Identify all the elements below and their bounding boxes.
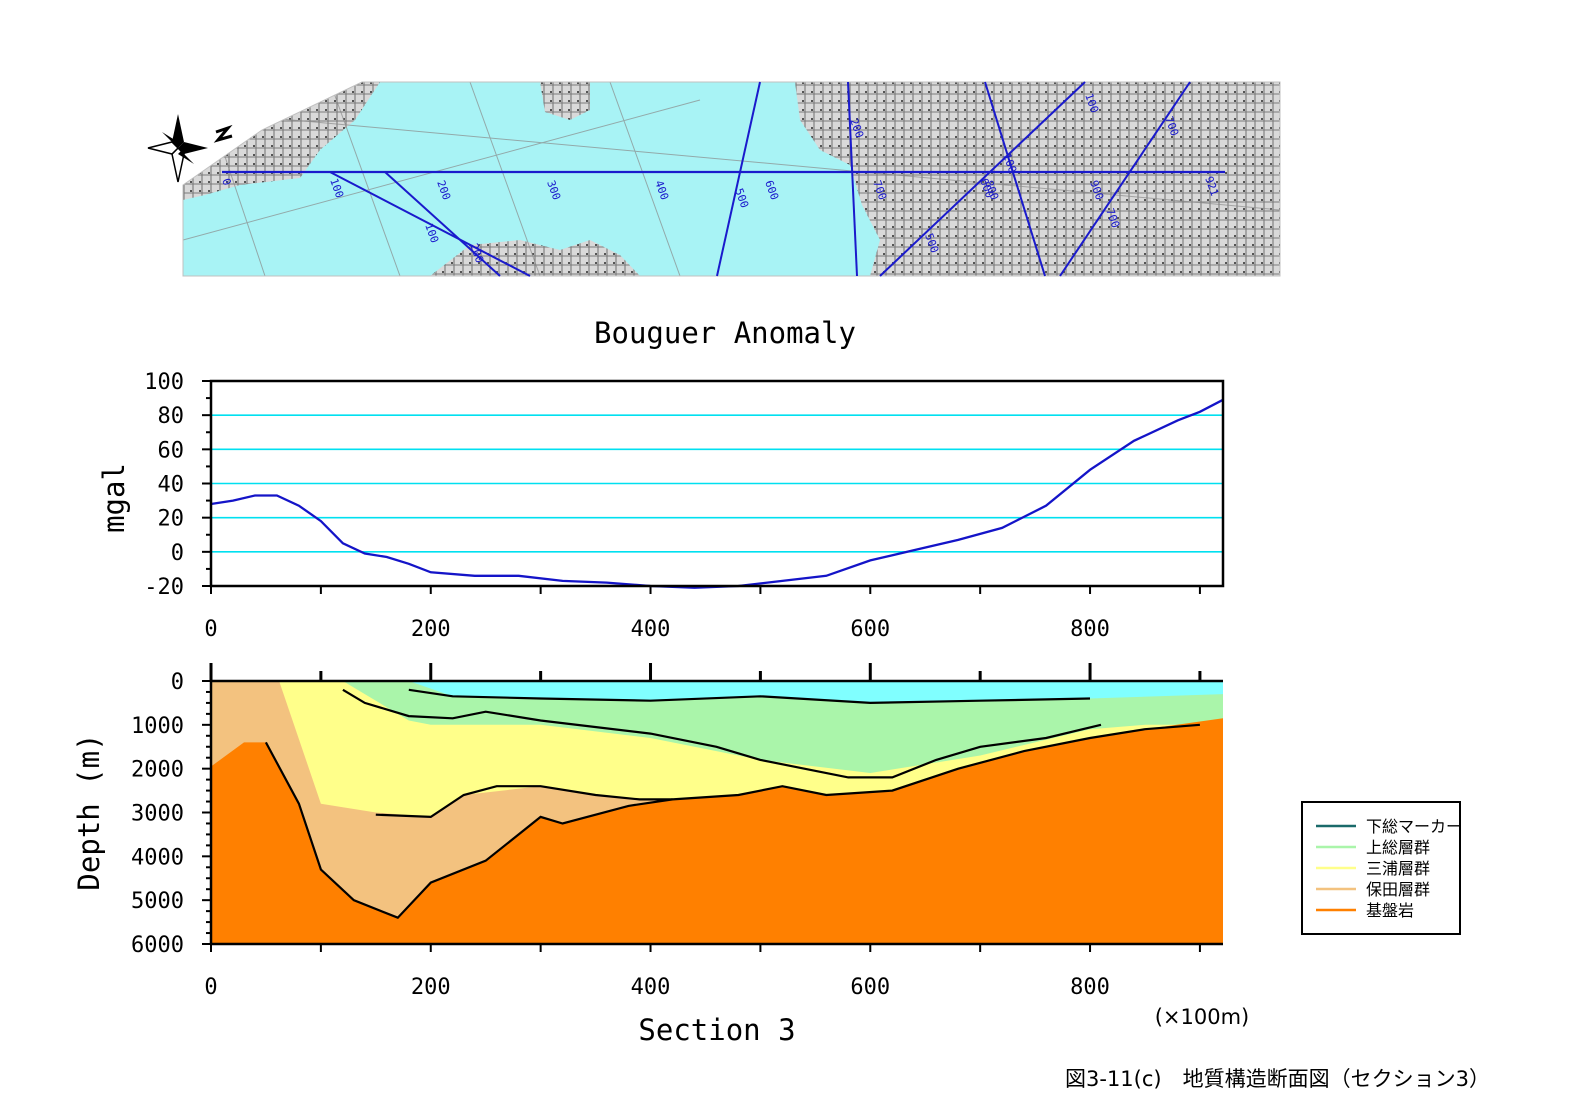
main-line-label: 921	[1202, 175, 1221, 198]
axis-frame	[209, 679, 1223, 946]
legend-label: 基盤岩	[1366, 901, 1414, 920]
x-tick-label: 400	[631, 975, 671, 1000]
survey-line-5	[984, 81, 1046, 277]
main-line-label: 100	[327, 177, 346, 200]
y-tick-label: 6000	[131, 933, 184, 958]
survey-line-labels: 0 100 200 300 400 500 600 700 800 900 921 100 200 100…	[219, 92, 1221, 265]
x-tick-label: 600	[850, 975, 890, 1000]
distance-axis: 0 200 400 600 800	[204, 663, 1202, 1000]
bouguer-chart: Bouguer Anomaly -20 0 20 40 60 80 100 0 200 400 6…	[97, 316, 1225, 642]
x-tick-label: 0	[204, 617, 217, 642]
main-line-label: 0	[219, 177, 233, 188]
map-land-west	[183, 82, 380, 200]
boundary-line	[375, 785, 673, 819]
boundary-line	[408, 688, 1091, 705]
map-land-south	[430, 240, 640, 276]
y-tick-label: 4000	[131, 845, 184, 870]
cross-line-label: 100	[1000, 152, 1019, 175]
main-line-label: 200	[434, 179, 453, 202]
main-line-label: 700	[870, 179, 889, 202]
main-line-label: 900	[1087, 179, 1106, 202]
gridlines	[211, 414, 1223, 553]
y-tick-label: 5000	[131, 889, 184, 914]
x-axis-label: Section 3	[638, 1013, 795, 1047]
survey-lines	[222, 81, 1225, 277]
survey-line-6	[879, 81, 1086, 277]
main-line-label: 800	[982, 179, 1001, 202]
cross-line-label: 200	[467, 242, 486, 265]
y-tick-label: 100	[144, 370, 184, 395]
main-line-label: 400	[652, 179, 671, 202]
y-tick-label: 40	[158, 473, 185, 498]
main-line-label: 500	[732, 187, 751, 210]
stratum	[211, 718, 1223, 944]
main-line-label: 300	[544, 179, 563, 202]
y-tick-label: 0	[171, 541, 184, 566]
y-axis: -20 0 20 40 60 80 100	[144, 370, 211, 600]
legend-label: 三浦層群	[1366, 859, 1430, 878]
x-tick-label: 200	[411, 975, 451, 1000]
x-axis: 0 200 400 600 800	[204, 586, 1201, 642]
legend-label: 下総マーカー	[1366, 817, 1462, 836]
main-line-label: 600	[762, 179, 781, 202]
cross-line-label: 600	[977, 177, 996, 200]
y-tick-label: 60	[158, 438, 185, 463]
x-tick-label: 200	[411, 617, 451, 642]
map-land-east	[795, 82, 1280, 276]
survey-line-1	[329, 171, 531, 277]
boundary-line	[264, 723, 1200, 919]
y-tick-label: 1000	[131, 714, 184, 739]
strata-boundaries	[264, 688, 1200, 919]
y-tick-label: 0	[171, 670, 184, 695]
x-tick-label: 600	[850, 617, 890, 642]
location-map: 0 100 200 300 400 500 600 700 800 900 921 100 200 100…	[147, 81, 1281, 277]
north-arrow-icon	[147, 114, 233, 183]
boundary-line	[342, 688, 1102, 779]
cross-line-label: 200	[847, 117, 866, 140]
strata	[211, 681, 1223, 944]
y-tick-label: 20	[158, 507, 185, 532]
y-axis-label: Depth (m)	[72, 733, 106, 890]
figure-caption: 図3-11(c) 地質構造断面図（セクション3）	[1065, 1067, 1490, 1091]
y-tick-label: -20	[144, 575, 184, 600]
plot-frame	[209, 379, 1225, 588]
y-axis-label: mgal	[97, 463, 131, 533]
survey-line-4	[847, 81, 858, 277]
cross-line-label: 100	[1082, 92, 1101, 115]
legend-label: 保田層群	[1366, 880, 1430, 899]
water-layer	[408, 681, 1223, 703]
y-tick-label: 80	[158, 404, 185, 429]
legend-label: 上総層群	[1366, 838, 1430, 857]
cross-line-label: 700	[1103, 207, 1122, 230]
x-tick-label: 800	[1070, 975, 1110, 1000]
chart-title: Bouguer Anomaly	[594, 316, 856, 350]
cross-line-label: 100	[422, 222, 441, 245]
series-line	[210, 398, 1224, 589]
x-tick-label: 800	[1070, 617, 1110, 642]
map-land-top	[540, 82, 590, 120]
y-tick-label: 3000	[131, 802, 184, 827]
survey-line-3	[716, 81, 761, 277]
unit-note: (×100m)	[1155, 1005, 1250, 1029]
x-tick-label: 0	[204, 975, 217, 1000]
x-tick-label: 400	[631, 617, 671, 642]
cross-line-label: 700	[1162, 115, 1181, 138]
y-tick-label: 2000	[131, 758, 184, 783]
survey-line-2	[384, 171, 501, 277]
cross-line-label: 500	[922, 232, 941, 255]
depth-axis: 0 1000 2000 3000 4000 5000 6000	[131, 670, 211, 958]
survey-line-7	[1059, 81, 1191, 277]
